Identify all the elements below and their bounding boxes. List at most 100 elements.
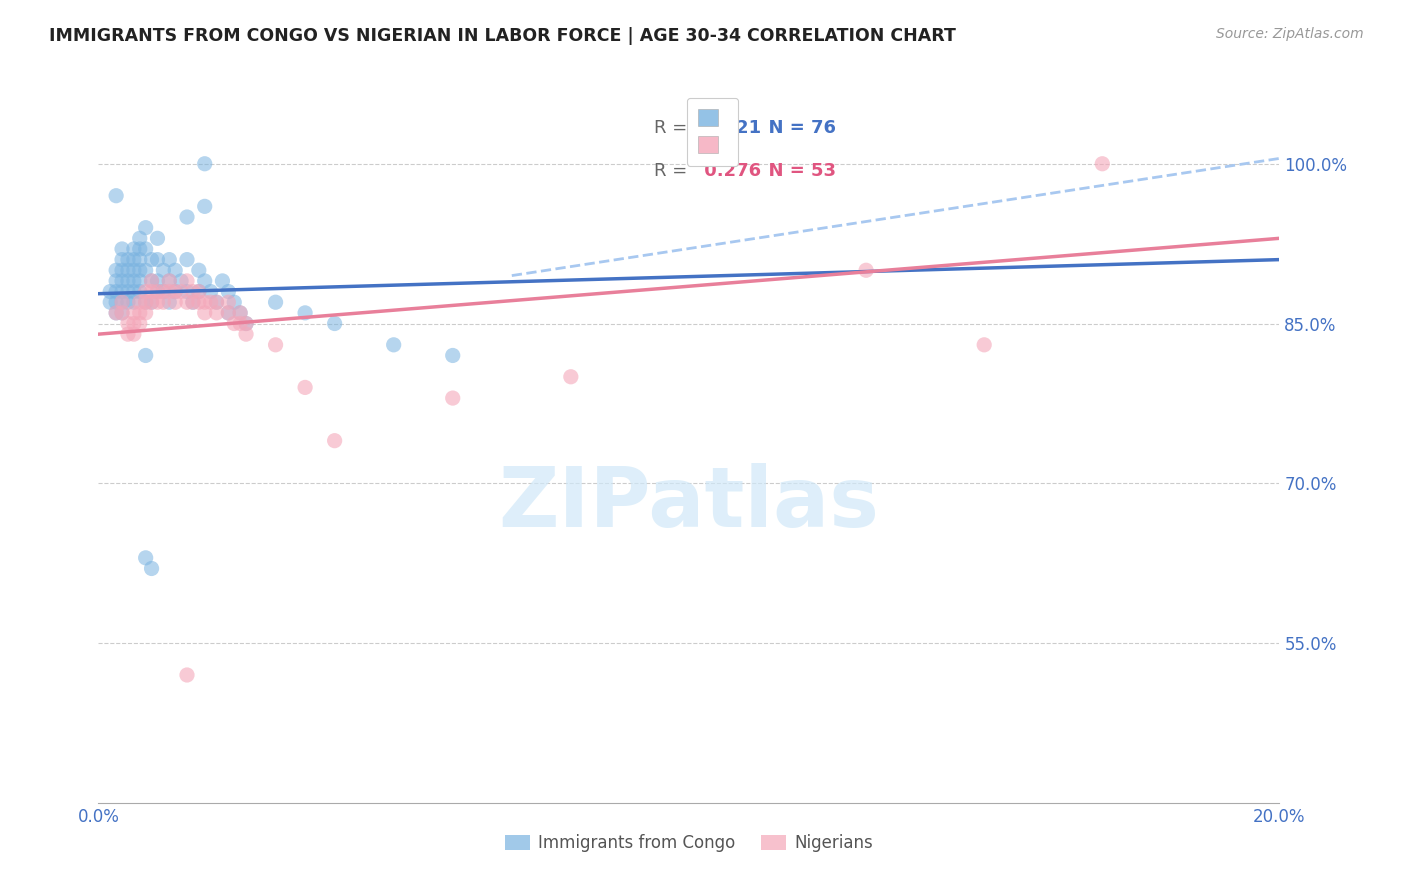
Point	[128, 285, 150, 299]
Point	[141, 561, 163, 575]
Point	[117, 295, 139, 310]
Point	[105, 188, 128, 202]
Point	[111, 295, 134, 310]
Point	[194, 157, 217, 171]
Point	[165, 285, 187, 299]
Text: ZIPatlas: ZIPatlas	[499, 463, 879, 543]
Point	[122, 263, 145, 277]
Point	[135, 285, 157, 299]
Point	[135, 220, 157, 235]
Point	[135, 242, 157, 256]
Point	[194, 295, 217, 310]
Point	[855, 263, 877, 277]
Point	[122, 274, 145, 288]
Point	[973, 338, 995, 352]
Point	[128, 242, 150, 256]
Text: N = 53: N = 53	[756, 162, 837, 180]
Point	[229, 306, 252, 320]
Text: R =: R =	[654, 162, 693, 180]
Text: IMMIGRANTS FROM CONGO VS NIGERIAN IN LABOR FORCE | AGE 30-34 CORRELATION CHART: IMMIGRANTS FROM CONGO VS NIGERIAN IN LAB…	[49, 27, 956, 45]
Point	[264, 295, 287, 310]
Point	[205, 295, 228, 310]
Point	[217, 285, 239, 299]
Point	[122, 327, 145, 342]
Point	[176, 295, 198, 310]
Point	[135, 263, 157, 277]
Point	[157, 252, 180, 267]
Point	[205, 306, 228, 320]
Point	[224, 295, 246, 310]
Point	[105, 285, 128, 299]
Point	[111, 274, 134, 288]
Point	[146, 274, 169, 288]
Point	[141, 295, 163, 310]
Point	[135, 295, 157, 310]
Point	[111, 263, 134, 277]
Point	[141, 252, 163, 267]
Text: 0.121: 0.121	[699, 120, 762, 137]
Point	[98, 295, 121, 310]
Point	[122, 306, 145, 320]
Point	[98, 285, 121, 299]
Point	[176, 252, 198, 267]
Point	[111, 306, 134, 320]
Point	[187, 285, 209, 299]
Point	[165, 263, 187, 277]
Legend: Immigrants from Congo, Nigerians: Immigrants from Congo, Nigerians	[499, 828, 879, 859]
Point	[229, 306, 252, 320]
Point	[111, 295, 134, 310]
Point	[122, 317, 145, 331]
Point	[141, 274, 163, 288]
Point	[146, 285, 169, 299]
Point	[105, 274, 128, 288]
Point	[122, 242, 145, 256]
Point	[105, 306, 128, 320]
Text: Source: ZipAtlas.com: Source: ZipAtlas.com	[1216, 27, 1364, 41]
Point	[111, 306, 134, 320]
Point	[152, 285, 174, 299]
Point	[117, 317, 139, 331]
Point	[176, 285, 198, 299]
Point	[235, 317, 257, 331]
Point	[146, 252, 169, 267]
Point	[294, 306, 316, 320]
Point	[157, 295, 180, 310]
Point	[128, 317, 150, 331]
Point	[176, 274, 198, 288]
Point	[187, 263, 209, 277]
Point	[117, 252, 139, 267]
Point	[170, 285, 193, 299]
Point	[200, 285, 222, 299]
Point	[141, 274, 163, 288]
Point	[111, 242, 134, 256]
Point	[211, 274, 233, 288]
Point	[128, 306, 150, 320]
Point	[141, 285, 163, 299]
Point	[441, 349, 464, 363]
Point	[176, 668, 198, 682]
Point	[128, 274, 150, 288]
Point	[217, 295, 239, 310]
Point	[135, 306, 157, 320]
Point	[157, 274, 180, 288]
Point	[294, 380, 316, 394]
Point	[122, 295, 145, 310]
Point	[135, 349, 157, 363]
Point	[122, 285, 145, 299]
Point	[152, 285, 174, 299]
Point	[181, 295, 204, 310]
Point	[117, 263, 139, 277]
Point	[194, 306, 217, 320]
Point	[200, 295, 222, 310]
Point	[176, 210, 198, 224]
Point	[135, 295, 157, 310]
Point	[181, 295, 204, 310]
Point	[323, 434, 346, 448]
Point	[105, 306, 128, 320]
Point	[235, 317, 257, 331]
Point	[165, 295, 187, 310]
Point	[146, 231, 169, 245]
Point	[194, 274, 217, 288]
Point	[111, 285, 134, 299]
Text: R =: R =	[654, 120, 693, 137]
